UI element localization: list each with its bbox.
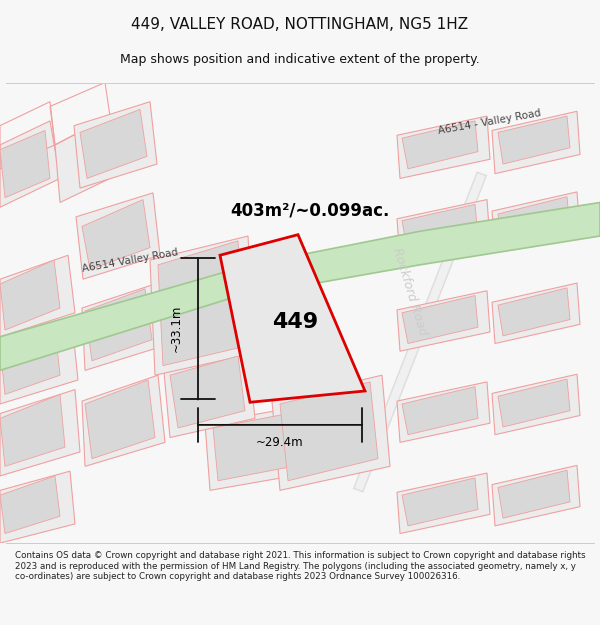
Text: Rockford Road: Rockford Road <box>391 246 430 337</box>
Polygon shape <box>492 466 580 526</box>
Polygon shape <box>164 351 255 438</box>
Polygon shape <box>397 473 490 534</box>
Text: 449: 449 <box>272 312 318 332</box>
Polygon shape <box>80 109 147 179</box>
Polygon shape <box>0 328 60 394</box>
Polygon shape <box>0 389 80 476</box>
Polygon shape <box>498 116 570 164</box>
Polygon shape <box>498 197 570 244</box>
Polygon shape <box>402 121 478 169</box>
Polygon shape <box>205 404 320 491</box>
Polygon shape <box>0 476 60 534</box>
Polygon shape <box>397 116 490 179</box>
Polygon shape <box>498 470 570 518</box>
Polygon shape <box>397 199 490 260</box>
Text: ~33.1m: ~33.1m <box>170 305 182 352</box>
Text: Map shows position and indicative extent of the property.: Map shows position and indicative extent… <box>120 53 480 66</box>
Polygon shape <box>55 116 120 202</box>
Polygon shape <box>397 382 490 442</box>
Polygon shape <box>492 283 580 344</box>
Text: Contains OS data © Crown copyright and database right 2021. This information is : Contains OS data © Crown copyright and d… <box>15 551 586 581</box>
Polygon shape <box>0 394 65 466</box>
Polygon shape <box>498 288 570 336</box>
Polygon shape <box>158 241 245 366</box>
Polygon shape <box>0 471 75 543</box>
Polygon shape <box>492 192 580 253</box>
Polygon shape <box>0 255 75 337</box>
Polygon shape <box>82 199 150 269</box>
Polygon shape <box>402 387 478 434</box>
Polygon shape <box>402 296 478 344</box>
Polygon shape <box>150 236 255 375</box>
Polygon shape <box>498 379 570 427</box>
Polygon shape <box>85 289 152 361</box>
Polygon shape <box>213 411 308 481</box>
Polygon shape <box>170 356 245 428</box>
Polygon shape <box>397 291 490 351</box>
Polygon shape <box>85 380 155 459</box>
Polygon shape <box>82 375 165 466</box>
Polygon shape <box>402 478 478 526</box>
Polygon shape <box>0 121 60 208</box>
Polygon shape <box>272 375 390 491</box>
Polygon shape <box>0 260 60 330</box>
Text: ~29.4m: ~29.4m <box>256 436 304 449</box>
Polygon shape <box>0 322 78 404</box>
Polygon shape <box>280 382 378 481</box>
Polygon shape <box>0 202 600 371</box>
Polygon shape <box>402 204 478 252</box>
Text: A6514 Valley Road: A6514 Valley Road <box>81 247 179 274</box>
Text: A6514 - Valley Road: A6514 - Valley Road <box>438 107 542 136</box>
Text: 403m²/~0.099ac.: 403m²/~0.099ac. <box>230 201 389 219</box>
Polygon shape <box>0 131 50 198</box>
Polygon shape <box>220 234 365 402</box>
Polygon shape <box>492 374 580 434</box>
Polygon shape <box>76 193 160 279</box>
Polygon shape <box>492 111 580 174</box>
Text: 449, VALLEY ROAD, NOTTINGHAM, NG5 1HZ: 449, VALLEY ROAD, NOTTINGHAM, NG5 1HZ <box>131 18 469 32</box>
Polygon shape <box>74 102 157 188</box>
Polygon shape <box>82 284 162 371</box>
